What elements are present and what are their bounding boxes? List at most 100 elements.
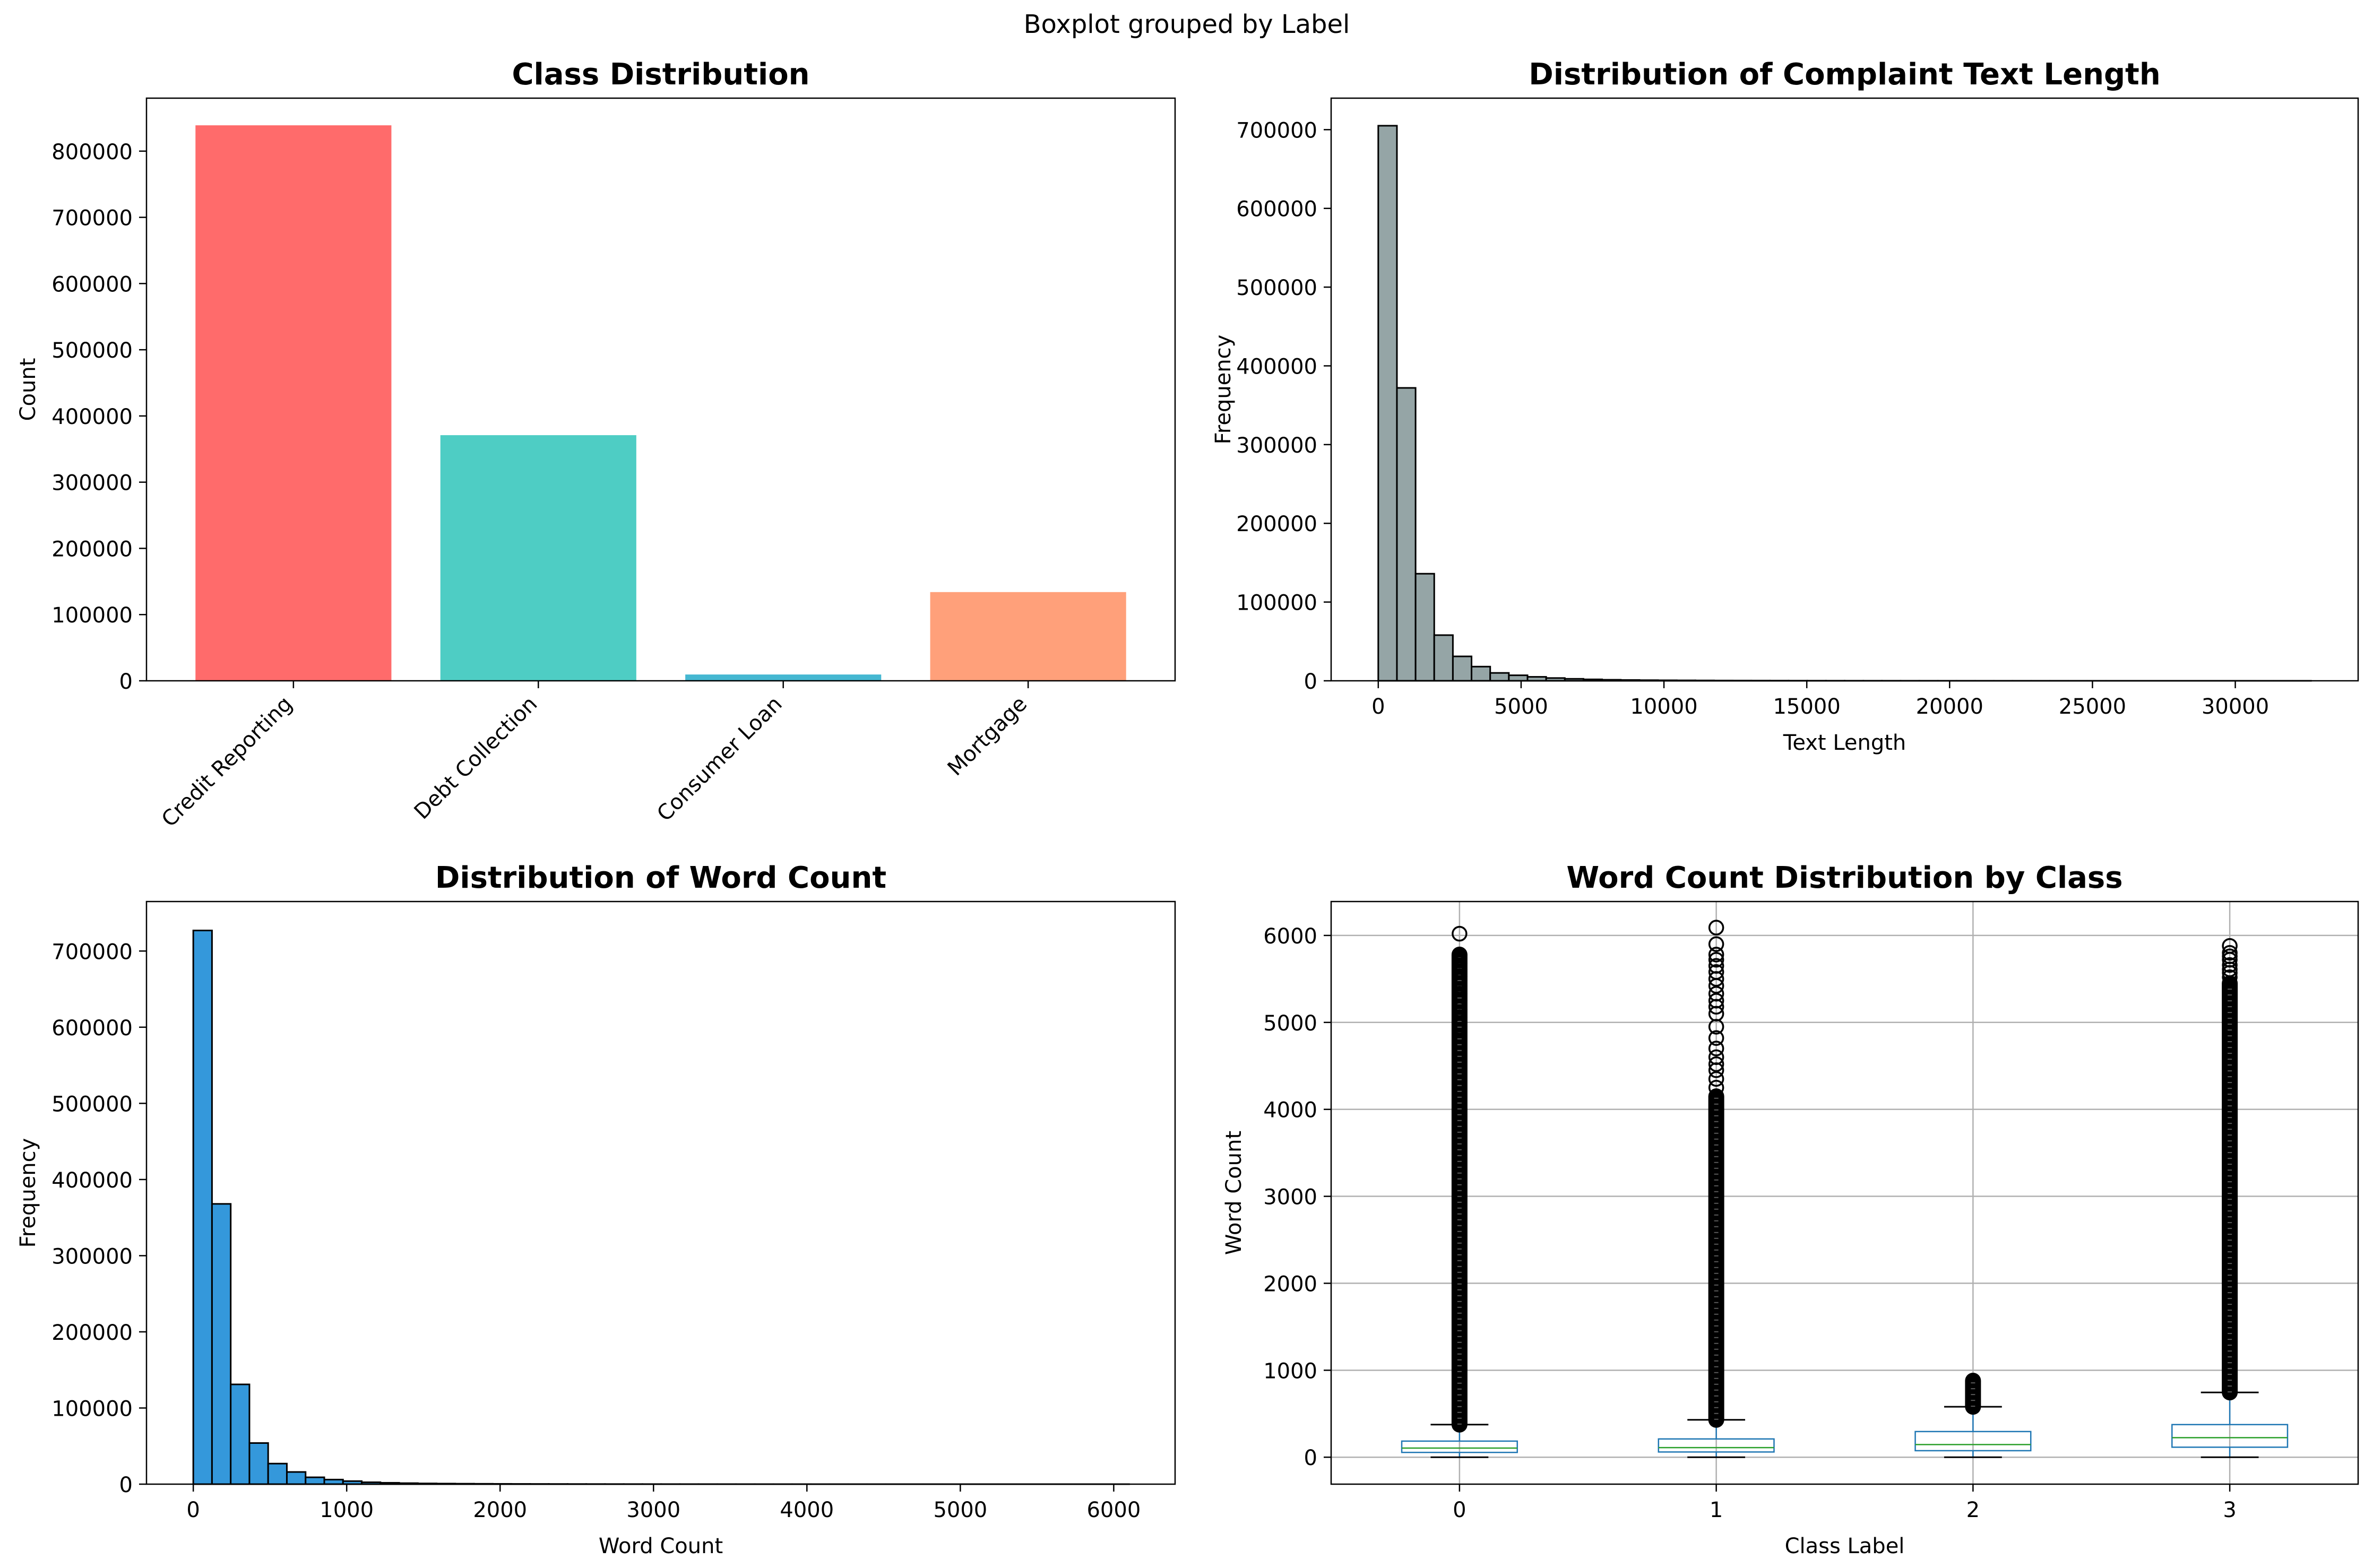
outlier-point	[1452, 1019, 1468, 1035]
y-tick-label: 400000	[1236, 354, 1317, 379]
x-axis-label: Word Count	[599, 1534, 723, 1558]
outlier-point	[1708, 920, 1724, 935]
y-axis-label: Count	[16, 358, 40, 421]
x-tick-label: 0	[1453, 1498, 1466, 1522]
outlier-point	[1452, 925, 1468, 942]
iqr-box	[1658, 1438, 1775, 1453]
outlier-point	[2222, 957, 2238, 973]
iqr-box	[2171, 1424, 2289, 1448]
hist-bar	[323, 1478, 344, 1485]
iqr-box	[1914, 1431, 2032, 1452]
chart-title: Class Distribution	[512, 57, 809, 92]
outlier-point	[1452, 973, 1468, 989]
outlier-point	[1708, 964, 1724, 980]
hist-bar	[305, 1476, 325, 1485]
hist-bar	[1377, 125, 1398, 682]
x-tick-label: 5000	[933, 1498, 987, 1522]
y-tick-label: 600000	[51, 272, 133, 297]
outlier-point	[1708, 1056, 1724, 1072]
outlier-point	[1708, 947, 1724, 963]
outlier-point	[1708, 1079, 1724, 1096]
bar-debt-collection	[440, 435, 636, 681]
outlier-point	[1452, 978, 1468, 994]
x-tick-label: 2000	[473, 1498, 527, 1522]
plot-frame	[1330, 900, 2359, 1485]
y-tick-label: 2000	[1263, 1272, 1317, 1296]
plot-frame	[145, 97, 1176, 682]
hist-bar	[192, 930, 213, 1485]
hist-bar	[1471, 665, 1491, 682]
y-tick-label: 300000	[51, 471, 133, 496]
y-tick-label: 4000	[1263, 1098, 1317, 1123]
outlier-point	[1708, 985, 1724, 1002]
outlier-point	[2222, 945, 2238, 961]
outlier-point	[1452, 1001, 1468, 1017]
y-tick-label: 700000	[51, 206, 133, 231]
x-tick-label: 0	[186, 1498, 200, 1522]
outlier-point	[1708, 936, 1724, 952]
y-tick-label: 100000	[51, 1397, 133, 1421]
outlier-point	[1452, 955, 1468, 972]
chart-title: Distribution of Complaint Text Length	[1529, 57, 2160, 92]
y-tick-label: 700000	[1236, 118, 1317, 143]
bar-consumer-loan	[685, 674, 882, 681]
outlier-point	[1452, 961, 1468, 977]
y-tick-label: 200000	[1236, 512, 1317, 536]
hist-bar	[267, 1462, 288, 1485]
y-tick-label: 0	[1304, 1446, 1317, 1470]
plot-frame	[145, 900, 1176, 1485]
y-tick-label: 0	[119, 1473, 133, 1497]
x-tick-label: 25000	[2059, 695, 2126, 719]
outlier-point	[1708, 1030, 1724, 1046]
x-tick-label: 3000	[626, 1498, 680, 1522]
x-tick-label: 2	[1966, 1498, 1980, 1522]
x-tick-label: 1000	[320, 1498, 374, 1522]
y-tick-label: 600000	[51, 1016, 133, 1041]
outlier-point	[1452, 1009, 1468, 1025]
y-tick-label: 1000	[1263, 1359, 1317, 1383]
figure-suptitle: Boxplot grouped by Label	[1024, 10, 1350, 39]
y-tick-label: 300000	[1236, 434, 1317, 458]
x-tick-label: 4000	[780, 1498, 834, 1522]
x-tick-label: 20000	[1916, 695, 1983, 719]
y-tick-label: 3000	[1263, 1185, 1317, 1210]
hist-bar	[248, 1442, 269, 1485]
x-tick-label: 6000	[1086, 1498, 1141, 1522]
y-tick-label: 500000	[51, 339, 133, 363]
outlier-point	[1452, 947, 1468, 963]
hist-bar	[211, 1203, 232, 1485]
hist-bar	[1396, 387, 1417, 682]
y-tick-label: 400000	[51, 405, 133, 429]
x-axis-label: Text Length	[1783, 731, 1906, 755]
x-tick-label: 1	[1710, 1498, 1723, 1522]
plot-frame	[1330, 97, 2359, 682]
y-tick-label: 500000	[1236, 276, 1317, 300]
y-tick-label: 0	[1304, 670, 1317, 694]
x-tick-label: 3	[2223, 1498, 2236, 1522]
y-tick-label: 0	[119, 670, 133, 694]
outlier-point	[1708, 952, 1724, 968]
outlier-point	[1452, 993, 1468, 1009]
y-tick-label: 600000	[1236, 197, 1317, 222]
outlier-point	[1708, 993, 1724, 1009]
y-tick-label: 500000	[51, 1092, 133, 1116]
outlier-point	[2222, 938, 2238, 954]
y-tick-label: 200000	[51, 1321, 133, 1345]
x-axis-label: Class Label	[1785, 1534, 1905, 1558]
outlier-point	[1708, 1041, 1724, 1056]
y-tick-label: 5000	[1263, 1011, 1317, 1036]
hist-bar	[1508, 674, 1529, 682]
box-0	[1401, 925, 1518, 1458]
box-2	[1914, 1372, 2032, 1458]
x-tick-label: 5000	[1494, 695, 1548, 719]
hist-bar	[1414, 573, 1435, 682]
chart-title: Distribution of Word Count	[435, 861, 886, 895]
hist-bar	[230, 1383, 251, 1485]
x-tick-label: 30000	[2202, 695, 2269, 719]
outlier-point	[1708, 1049, 1724, 1065]
box-3	[2171, 938, 2289, 1458]
box-1	[1658, 920, 1775, 1458]
y-tick-label: 700000	[51, 940, 133, 964]
bar-mortgage	[930, 592, 1126, 681]
